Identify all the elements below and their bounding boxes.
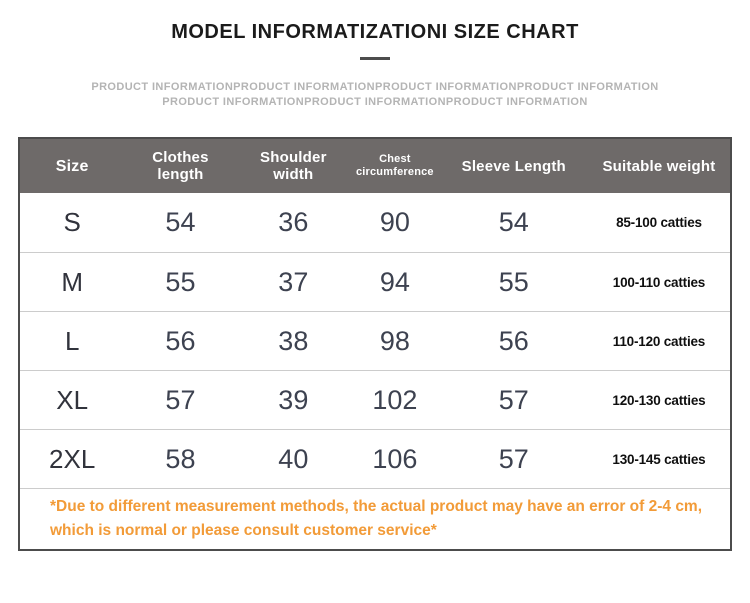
- watermark-text: PRODUCT INFORMATIONPRODUCT INFORMATIONPR…: [0, 80, 750, 110]
- cell-suitable-weight: 110-120 catties: [612, 333, 706, 349]
- cell-clothes-length: 57: [165, 384, 196, 415]
- cell-suitable-weight: 120-130 catties: [612, 392, 706, 408]
- table-row: XL 57 39 102 57 120-130 catties: [20, 370, 730, 429]
- cell-suitable-weight: 100-110 catties: [612, 274, 706, 290]
- cell-sleeve-length: 55: [498, 266, 529, 297]
- table-row: 2XL 58 40 106 57 130-145 catties: [20, 429, 730, 488]
- watermark-line-2: PRODUCT INFORMATIONPRODUCT INFORMATIONPR…: [162, 96, 588, 108]
- cell-sleeve-length: 57: [498, 384, 529, 415]
- cell-size: L: [64, 325, 80, 356]
- cell-sleeve-length: 57: [498, 443, 529, 474]
- title-divider: [360, 57, 390, 60]
- cell-chest-circumference: 90: [379, 207, 410, 237]
- column-header: Sleeve Length: [461, 157, 566, 175]
- column-header: Suitable weight: [602, 157, 716, 175]
- table-header-row: Size Clothes length Shoulder width Chest ci…: [20, 139, 730, 193]
- cell-suitable-weight: 130-145 catties: [612, 451, 706, 467]
- cell-size: M: [61, 266, 84, 297]
- size-table: Size Clothes length Shoulder width Chest ci…: [18, 137, 732, 551]
- cell-shoulder-width: 39: [278, 384, 309, 415]
- cell-size: S: [63, 207, 81, 237]
- cell-clothes-length: 58: [165, 443, 196, 474]
- page-title: MODEL INFORMATIZATIONI SIZE CHART: [171, 21, 579, 43]
- cell-shoulder-width: 36: [278, 207, 309, 237]
- column-header: Size: [55, 157, 89, 175]
- cell-chest-circumference: 102: [372, 384, 418, 415]
- table-row: S 54 36 90 54 85-100 catties: [20, 193, 730, 252]
- cell-shoulder-width: 37: [278, 266, 309, 297]
- cell-size: 2XL: [49, 443, 96, 474]
- column-header: Chest circumference: [355, 153, 434, 178]
- measurement-disclaimer: *Due to different measurement methods, t…: [20, 488, 730, 549]
- cell-chest-circumference: 98: [379, 325, 410, 356]
- column-header: Shoulder width: [260, 149, 327, 183]
- cell-sleeve-length: 56: [498, 325, 529, 356]
- column-header: Clothes length: [152, 149, 209, 183]
- cell-suitable-weight: 85-100 catties: [616, 215, 702, 230]
- cell-clothes-length: 55: [165, 266, 196, 297]
- measurement-disclaimer-text: *Due to different measurement methods, t…: [50, 498, 703, 539]
- cell-chest-circumference: 106: [372, 443, 418, 474]
- size-table-body: S 54 36 90 54 85-100 catties M 55 37 94 55 100-110 …: [20, 193, 730, 488]
- cell-clothes-length: 56: [165, 325, 196, 356]
- cell-size: XL: [56, 384, 89, 415]
- table-row: L 56 38 98 56 110-120 catties: [20, 311, 730, 370]
- cell-shoulder-width: 40: [278, 443, 309, 474]
- watermark-line-1: PRODUCT INFORMATIONPRODUCT INFORMATIONPR…: [91, 81, 659, 93]
- cell-shoulder-width: 38: [278, 325, 309, 356]
- cell-sleeve-length: 54: [498, 207, 529, 237]
- cell-chest-circumference: 94: [379, 266, 410, 297]
- table-row: M 55 37 94 55 100-110 catties: [20, 252, 730, 311]
- cell-clothes-length: 54: [165, 207, 196, 237]
